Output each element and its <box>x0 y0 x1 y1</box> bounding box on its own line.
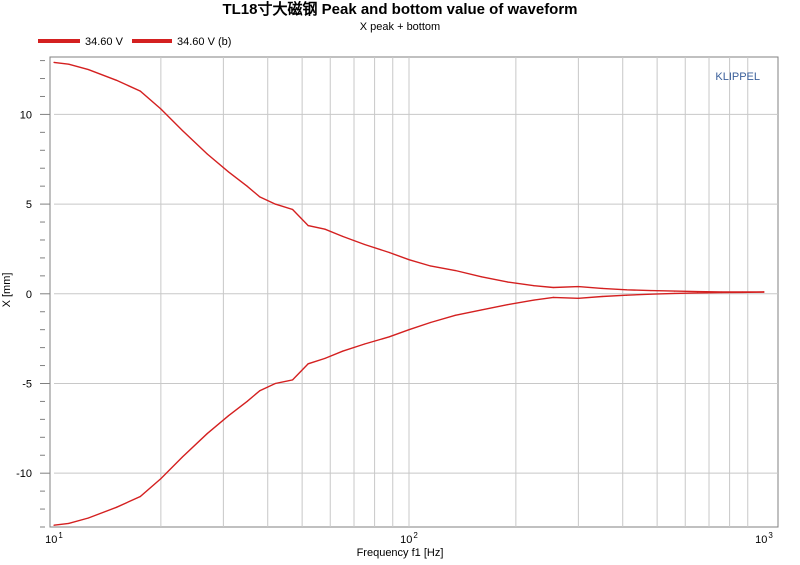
data-point <box>741 291 744 293</box>
data-point <box>480 309 483 311</box>
data-point <box>324 357 326 359</box>
legend-label-series-2: 34.60 V (b) <box>177 36 231 48</box>
data-point <box>388 251 390 254</box>
data-point <box>259 196 261 198</box>
data-point <box>291 379 294 381</box>
data-point <box>429 321 432 324</box>
data-point <box>408 329 410 331</box>
data-point <box>160 108 162 110</box>
y-tick-label: 0 <box>26 289 32 301</box>
data-point <box>364 243 366 246</box>
data-point <box>68 63 70 65</box>
data-point <box>454 314 456 316</box>
data-point <box>650 289 652 292</box>
data-point <box>507 281 509 283</box>
data-point <box>341 235 344 237</box>
x-axis-label: Frequency f1 [Hz] <box>357 547 444 559</box>
y-axis-label: X [mm] <box>1 273 13 308</box>
data-point <box>53 61 55 63</box>
data-point <box>87 68 90 71</box>
y-tick-label: -5 <box>22 378 32 390</box>
data-point <box>480 276 483 278</box>
data-point <box>206 153 208 155</box>
data-point <box>181 456 184 458</box>
data-point <box>533 285 535 287</box>
data-point <box>227 171 230 173</box>
data-point <box>341 350 344 352</box>
data-point <box>274 382 276 385</box>
data-point <box>246 400 248 403</box>
data-point <box>552 286 554 289</box>
data-point <box>674 290 676 292</box>
data-point <box>115 506 118 508</box>
data-point <box>160 477 162 480</box>
data-point <box>87 517 90 519</box>
y-tick-label: 10 <box>20 109 32 121</box>
data-point <box>650 293 652 295</box>
axis-ticks: 10 5 0 -5 -10 101 102 103 <box>16 60 773 546</box>
data-point <box>625 294 628 296</box>
plot-area <box>49 56 779 528</box>
legend-label-series-1: 34.60 V <box>85 36 124 48</box>
data-point <box>206 433 208 435</box>
data-point <box>388 336 390 338</box>
data-point <box>625 289 628 291</box>
data-point <box>696 292 699 294</box>
chart-subtitle: X peak + bottom <box>360 21 440 33</box>
klippel-watermark: KLIPPEL <box>715 71 760 83</box>
x-tick-label: 102 <box>400 531 418 546</box>
data-point <box>307 363 309 365</box>
legend: 34.60 V 34.60 V (b) <box>38 36 231 48</box>
data-point <box>552 296 554 298</box>
y-tick-label: -10 <box>16 468 32 480</box>
x-tick-label: 101 <box>45 531 63 546</box>
data-point <box>577 297 579 299</box>
data-point <box>307 225 309 227</box>
data-point <box>533 299 535 301</box>
data-point <box>601 287 603 290</box>
data-point <box>115 79 118 81</box>
data-point <box>324 228 326 230</box>
data-point <box>181 129 184 132</box>
series-line-1 <box>53 61 764 293</box>
data-point <box>763 291 765 293</box>
data-point <box>227 415 230 417</box>
data-point <box>139 495 141 498</box>
data-point <box>259 390 261 392</box>
chart-title: TL18寸大磁钢 Peak and bottom value of wavefo… <box>222 0 577 18</box>
data-point <box>674 292 676 295</box>
data-point <box>721 291 723 294</box>
data-point <box>696 291 699 293</box>
x-tick-label: 103 <box>755 531 773 546</box>
data-point <box>246 185 248 187</box>
data-point <box>429 265 432 267</box>
data-point <box>601 295 603 298</box>
series-lines <box>53 61 765 526</box>
y-tick-label: 5 <box>26 199 32 211</box>
data-point <box>454 269 456 272</box>
data-point <box>68 522 70 525</box>
data-point <box>577 286 579 288</box>
series-line-2 <box>53 291 765 526</box>
data-point <box>364 343 366 345</box>
data-point <box>291 208 294 211</box>
data-point <box>139 90 141 92</box>
data-point <box>53 524 55 526</box>
data-point <box>274 203 276 205</box>
data-point <box>507 303 509 306</box>
data-point <box>408 259 410 261</box>
